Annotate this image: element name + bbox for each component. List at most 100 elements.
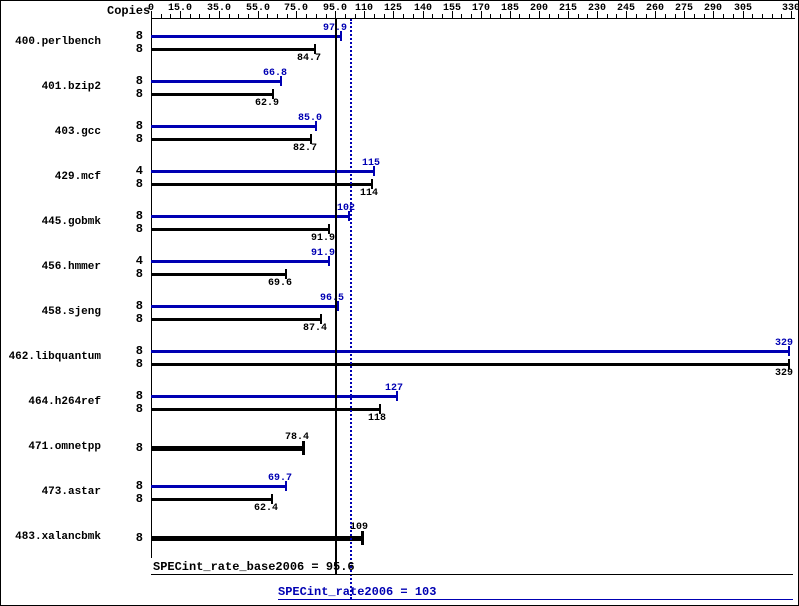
base-bold-bar [151,446,303,451]
benchmark-label: 473.astar [41,486,101,498]
axis-minor-tick [733,14,734,19]
bar-end-cap [348,211,350,221]
bar-end-cap [788,346,790,356]
axis-major-tick [180,11,181,19]
base-bar [151,48,315,51]
axis-major-tick [258,11,259,19]
base-bar [151,183,372,186]
axis-minor-tick [248,14,249,19]
base-value-label: 118 [367,413,386,424]
base-score-underline [151,574,793,575]
axis-minor-tick [529,14,530,19]
bar-end-cap [328,224,330,234]
axis-tick-label: 0 [147,3,155,14]
axis-major-tick [568,11,569,19]
base-value-label: 78.4 [284,432,309,443]
axis-minor-tick [413,14,414,19]
peak-value-label: 91.9 [310,248,335,259]
copies-value: 8 [135,402,143,416]
base-value-label: 69.6 [267,278,292,289]
copies-value: 8 [135,357,143,371]
axis-minor-tick [190,14,191,19]
benchmark-label: 471.omnetpp [28,441,101,453]
bar-end-cap [285,269,287,279]
copies-column-header: Copies [107,4,151,18]
axis-major-tick [684,11,685,19]
peak-bar [151,170,374,173]
axis-major-tick [510,11,511,19]
axis-minor-tick [161,14,162,19]
bar-end-cap [314,44,316,54]
benchmark-label: 400.perlbench [15,36,101,48]
axis-minor-tick [578,14,579,19]
axis-minor-tick [170,14,171,19]
axis-major-tick [655,11,656,19]
axis-minor-tick [306,14,307,19]
peak-bar [151,80,281,83]
base-bar [151,408,380,411]
bar-end-cap [302,441,305,455]
bar-end-cap [328,256,330,266]
bar-end-cap [371,179,373,189]
base-bar [151,498,272,501]
axis-minor-tick [316,14,317,19]
axis-major-tick [151,11,152,19]
axis-line [151,18,795,19]
axis-major-tick [364,11,365,19]
axis-minor-tick [616,14,617,19]
axis-tick-label: 275 [674,3,694,14]
base-value-label: 84.7 [296,53,321,64]
base-value-label: 87.4 [302,323,327,334]
copies-value: 8 [135,87,143,101]
bar-end-cap [271,494,273,504]
axis-minor-tick [704,14,705,19]
axis-tick-label: 305 [733,3,753,14]
axis-major-tick [335,11,336,19]
benchmark-label: 483.xalancbmk [15,531,101,543]
axis-minor-tick [229,14,230,19]
bar-end-cap [315,121,317,131]
axis-tick-label: 170 [471,3,491,14]
copies-value: 8 [135,42,143,56]
axis-minor-tick [384,14,385,19]
axis-tick-label: 245 [616,3,636,14]
axis-tick-label: 155 [442,3,462,14]
peak-bar [151,305,338,308]
base-bar [151,138,311,141]
axis-minor-tick [723,14,724,19]
axis-tick-label: 35.0 [206,3,232,14]
axis-minor-tick [326,14,327,19]
axis-major-tick [393,11,394,19]
base-reference-line [335,19,337,574]
axis-major-tick [626,11,627,19]
base-value-label: 329 [774,368,793,379]
copies-value: 8 [135,119,143,133]
copies-value: 8 [135,74,143,88]
axis-minor-tick [646,14,647,19]
axis-tick-label: 110 [354,3,374,14]
copies-value: 8 [135,299,143,313]
axis-minor-tick [675,14,676,19]
benchmark-label: 403.gcc [54,126,101,138]
peak-value-label: 115 [361,158,380,169]
copies-value: 8 [135,441,143,455]
peak-value-label: 102 [336,203,355,214]
bar-end-cap [285,481,287,491]
axis-major-tick [452,11,453,19]
axis-minor-tick [355,14,356,19]
copies-value: 8 [135,389,143,403]
axis-major-tick [791,11,792,19]
benchmark-label: 458.sjeng [41,306,101,318]
axis-minor-tick [287,14,288,19]
copies-value: 8 [135,479,143,493]
axis-minor-tick [267,14,268,19]
axis-minor-tick [461,14,462,19]
bar-end-cap [320,314,322,324]
axis-tick-label: 230 [587,3,607,14]
base-bar [151,93,273,96]
base-value-label: 109 [349,522,368,533]
axis-tick-label: 330 [781,3,799,14]
axis-tick-label: 215 [558,3,578,14]
axis-minor-tick [636,14,637,19]
benchmark-label: 445.gobmk [41,216,101,228]
